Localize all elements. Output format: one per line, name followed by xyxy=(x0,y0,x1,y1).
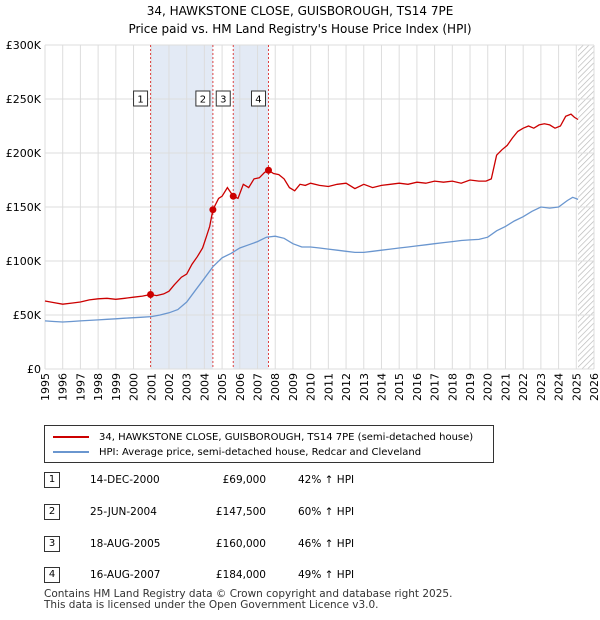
x-tick-label: 2006 xyxy=(234,373,247,401)
sale-row: 3 18-AUG-2005 £160,000 46% ↑ HPI xyxy=(44,536,384,554)
legend-property: 34, HAWKSTONE CLOSE, GUISBOROUGH, TS14 7… xyxy=(53,430,473,444)
legend-property-label: 34, HAWKSTONE CLOSE, GUISBOROUGH, TS14 7… xyxy=(99,431,474,443)
x-tick-label: 1998 xyxy=(92,373,105,401)
y-tick-label: £200K xyxy=(6,147,42,160)
x-tick-label: 1997 xyxy=(74,373,87,401)
price-chart: 1 2 3 4 £0 £50K £100K £150K £200K £250K £300K 1995 1… xyxy=(6,39,600,401)
sale-label-box xyxy=(133,90,149,107)
sale-row: 1 14-DEC-2000 £69,000 42% ↑ HPI xyxy=(44,472,384,490)
sale-date: 25-JUN-2004 xyxy=(90,506,157,518)
hpi-line xyxy=(44,196,579,323)
chart-title: 34, HAWKSTONE CLOSE, GUISBOROUGH, TS14 7… xyxy=(146,4,454,18)
y-tick-label: £100K xyxy=(6,255,42,268)
x-tick-label: 1999 xyxy=(110,373,123,401)
x-tick-label: 2013 xyxy=(358,373,371,401)
sale-price: £69,000 xyxy=(222,474,266,486)
sale-point xyxy=(147,290,155,298)
x-tick-label: 2019 xyxy=(464,373,477,401)
y-tick-label: £300K xyxy=(6,39,42,52)
sale-row: 4 16-AUG-2007 £184,000 49% ↑ HPI xyxy=(44,567,384,585)
x-tick-label: 2007 xyxy=(252,373,265,401)
sale-label-number: 4 xyxy=(255,95,261,106)
chart-legend: 34, HAWKSTONE CLOSE, GUISBOROUGH, TS14 7… xyxy=(44,425,494,463)
x-tick-label: 1996 xyxy=(57,373,70,401)
x-tick-label: 2016 xyxy=(411,373,424,401)
x-tick-label: 2025 xyxy=(570,373,583,401)
sale-hpi: 46% ↑ HPI xyxy=(298,538,355,550)
x-tick-label: 2008 xyxy=(269,373,282,401)
sale-date: 16-AUG-2007 xyxy=(90,569,161,581)
x-tick-label: 2009 xyxy=(287,373,300,401)
legend-hpi-swatch xyxy=(53,451,89,453)
y-tick-label: £150K xyxy=(6,201,42,214)
x-tick-label: 2005 xyxy=(216,373,229,401)
x-tick-label: 2003 xyxy=(181,373,194,401)
sale-number: 2 xyxy=(44,504,60,520)
x-tick-label: 2004 xyxy=(198,373,211,401)
sale-point xyxy=(229,192,237,200)
sale-number: 3 xyxy=(44,536,60,552)
x-tick-label: 2001 xyxy=(145,373,158,401)
sale-label-number: 1 xyxy=(137,95,143,106)
x-tick-label: 2020 xyxy=(482,373,495,401)
footer-line-1: Contains HM Land Registry data © Crown c… xyxy=(44,588,453,600)
legend-hpi-label: HPI: Average price, semi-detached house,… xyxy=(99,446,422,458)
x-tick-label: 2014 xyxy=(375,373,388,401)
property-price-line xyxy=(44,113,579,305)
sale-label-box xyxy=(215,90,231,107)
y-tick-label: £250K xyxy=(6,93,42,106)
footer-line-2: This data is licensed under the Open Gov… xyxy=(44,599,379,611)
x-tick-label: 2018 xyxy=(446,373,459,401)
x-tick-label: 2010 xyxy=(305,373,318,401)
chart-subtitle: Price paid vs. HM Land Registry's House … xyxy=(128,22,472,36)
legend-property-swatch xyxy=(53,436,89,438)
sale-date: 18-AUG-2005 xyxy=(90,538,161,550)
sale-label-box xyxy=(195,90,211,107)
sale-row: 2 25-JUN-2004 £147,500 60% ↑ HPI xyxy=(44,504,384,522)
x-tick-label: 2024 xyxy=(553,373,566,401)
sale-price: £184,000 xyxy=(215,569,266,581)
x-tick-label: 2002 xyxy=(163,373,176,401)
sale-label-number: 3 xyxy=(220,95,226,106)
sale-date: 14-DEC-2000 xyxy=(90,474,160,486)
x-tick-label: 2012 xyxy=(340,373,353,401)
x-tick-label: 2026 xyxy=(588,373,600,401)
sale-price: £160,000 xyxy=(215,538,266,550)
footer-attribution: Contains HM Land Registry data © Crown c… xyxy=(44,589,452,611)
sale-hpi: 42% ↑ HPI xyxy=(298,474,355,486)
sale-label-box xyxy=(250,90,266,107)
y-tick-label: £50K xyxy=(13,309,42,322)
x-tick-label: 2023 xyxy=(535,373,548,401)
x-tick-label: 2022 xyxy=(517,373,530,401)
legend-hpi: HPI: Average price, semi-detached house,… xyxy=(53,445,421,459)
sale-hpi: 49% ↑ HPI xyxy=(298,569,355,581)
x-tick-label: 2021 xyxy=(499,373,512,401)
x-tick-label: 2011 xyxy=(322,373,335,401)
x-tick-label: 2017 xyxy=(429,373,442,401)
sale-label-number: 2 xyxy=(200,95,206,106)
x-tick-label: 1995 xyxy=(39,373,52,401)
sale-point xyxy=(264,166,272,174)
y-tick-label: £0 xyxy=(27,363,41,376)
sale-number: 1 xyxy=(44,472,60,488)
x-tick-label: 2000 xyxy=(128,373,141,401)
sale-number: 4 xyxy=(44,567,60,583)
sale-point xyxy=(209,206,217,214)
x-tick-label: 2015 xyxy=(393,373,406,401)
sale-hpi: 60% ↑ HPI xyxy=(298,506,355,518)
sale-price: £147,500 xyxy=(215,506,266,518)
